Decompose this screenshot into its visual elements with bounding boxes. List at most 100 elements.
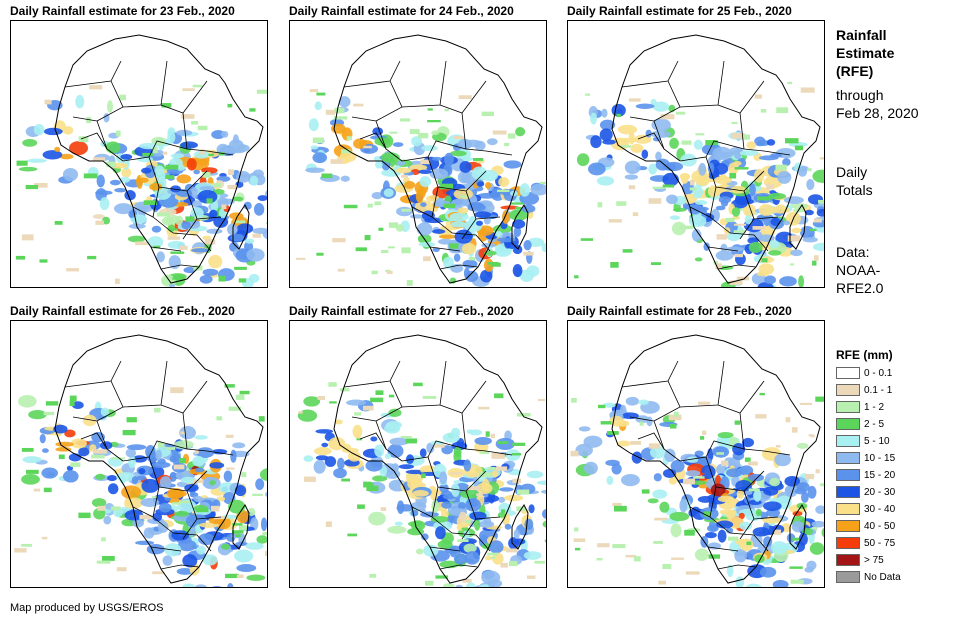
legend-item: 1 - 2 <box>836 400 884 414</box>
rainfall-cell <box>741 134 750 140</box>
rainfall-cell <box>105 141 121 154</box>
rainfall-cell <box>388 222 398 228</box>
rainfall-cell <box>236 170 251 183</box>
rainfall-cell <box>22 139 38 147</box>
rainfall-cell <box>423 544 439 557</box>
rainfall-cell <box>97 505 106 511</box>
rainfall-cell <box>62 470 79 483</box>
rainfall-cell <box>431 156 442 161</box>
rainfall-cell <box>141 478 160 493</box>
rainfall-cell <box>25 184 39 190</box>
rainfall-cell <box>128 210 136 219</box>
legend-swatch <box>836 503 860 515</box>
rainfall-cell <box>779 276 797 287</box>
rainfall-cell <box>34 182 48 188</box>
rainfall-cell <box>109 179 121 186</box>
legend-swatch <box>836 435 860 447</box>
rainfall-cell <box>340 175 350 182</box>
rainfall-cell <box>174 510 189 517</box>
rainfall-cell <box>756 271 770 277</box>
coastline <box>54 334 264 584</box>
rainfall-cell <box>806 178 815 191</box>
rainfall-cell <box>484 250 497 256</box>
rainfall-cell <box>578 426 591 432</box>
rainfall-cell <box>733 223 747 226</box>
rainfall-cell <box>415 548 424 555</box>
rainfall-cell <box>719 509 737 515</box>
rainfall-cell <box>464 520 472 524</box>
country-border <box>182 412 208 452</box>
rainfall-cell <box>807 168 812 172</box>
country-border <box>429 246 461 252</box>
rainfall-cell <box>512 478 522 484</box>
rainfall-cell <box>617 124 638 135</box>
rainfall-cell <box>685 470 701 477</box>
africa-map <box>297 334 546 587</box>
rainfall-cell <box>191 248 210 253</box>
rainfall-cell <box>116 472 136 482</box>
rainfall-cell <box>483 516 492 526</box>
country-border <box>717 264 757 270</box>
rainfall-cell <box>194 584 207 587</box>
rainfall-cell <box>487 552 499 556</box>
rainfall-cell <box>755 508 762 517</box>
legend-swatch <box>836 571 860 583</box>
country-border <box>122 360 168 408</box>
rainfall-cell <box>796 482 810 492</box>
country-border <box>739 112 765 152</box>
rainfall-cell <box>534 560 545 564</box>
rainfall-cell <box>121 167 132 178</box>
rainfall-cell <box>107 483 119 495</box>
rainfall-cell <box>763 501 782 511</box>
rainfall-cell <box>701 430 707 435</box>
rainfall-cell <box>54 221 63 225</box>
rainfall-cell <box>170 153 185 159</box>
rainfall-cell <box>457 138 473 150</box>
rainfall-cell <box>649 446 666 459</box>
rainfall-cell <box>439 183 454 190</box>
rainfall-cell <box>734 253 743 258</box>
country-border <box>72 416 98 422</box>
legend-label: 2 - 5 <box>864 418 885 430</box>
rainfall-cell <box>712 146 732 161</box>
rainfall-cell <box>174 440 194 449</box>
rainfall-cell <box>734 167 749 170</box>
rainfall-cell <box>461 242 477 255</box>
rainfall-cell <box>686 456 699 463</box>
rainfall-cell <box>602 402 616 408</box>
rainfall-cell <box>83 173 98 179</box>
map-panel-25feb <box>567 20 825 288</box>
rainfall-cell <box>821 527 824 538</box>
rainfall-cell <box>487 579 503 587</box>
rainfall-cell <box>41 448 49 453</box>
rainfall-cell <box>478 472 492 477</box>
rainfall-cell <box>230 233 245 242</box>
rainfall-cell <box>313 459 326 474</box>
rainfall-field <box>297 382 546 587</box>
country-border <box>439 564 479 570</box>
rainfall-cell <box>172 502 183 505</box>
rainfall-cell <box>508 560 518 567</box>
legend-swatch <box>836 384 860 396</box>
rainfall-cell <box>574 547 581 551</box>
rainfall-cell <box>497 512 506 518</box>
rainfall-cell <box>782 158 791 167</box>
rainfall-cell <box>216 496 226 502</box>
rainfall-cell <box>39 433 46 444</box>
rainfall-cell <box>540 489 546 494</box>
rainfall-cell <box>405 438 417 444</box>
rainfall-cell <box>106 100 113 113</box>
rainfall-cell <box>89 85 103 90</box>
rainfall-cell <box>312 137 324 144</box>
rainfall-cell <box>576 153 590 167</box>
rainfall-cell <box>236 394 245 400</box>
rainfall-cell <box>246 248 265 262</box>
rainfall-cell <box>383 188 394 197</box>
rainfall-cell <box>249 108 256 112</box>
rainfall-cell <box>53 424 68 434</box>
rainfall-cell <box>494 230 503 237</box>
rainfall-cell <box>631 451 643 464</box>
rainfall-cell <box>333 468 347 479</box>
rainfall-cell <box>748 499 762 505</box>
rainfall-cell <box>616 420 630 427</box>
